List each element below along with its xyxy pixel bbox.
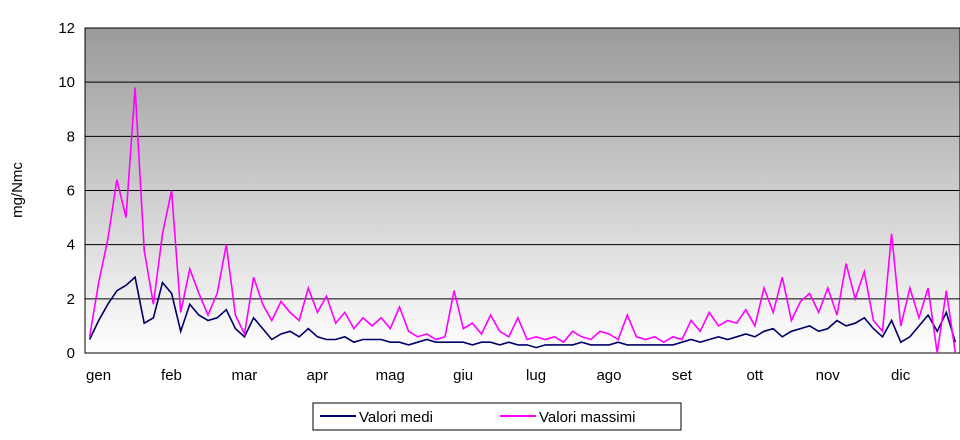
x-tick-label: ott xyxy=(746,367,764,384)
x-tick-label: mag xyxy=(376,367,405,384)
y-tick-label: 2 xyxy=(67,291,75,308)
legend-label: Valori medi xyxy=(359,409,433,426)
y-tick-label: 12 xyxy=(58,20,75,37)
x-tick-label: giu xyxy=(453,367,473,384)
y-axis-label: mg/Nmc xyxy=(9,162,26,218)
x-tick-label: set xyxy=(672,367,693,384)
x-tick-label: dic xyxy=(891,367,911,384)
y-tick-label: 10 xyxy=(58,74,75,91)
y-tick-label: 0 xyxy=(67,345,75,362)
x-tick-label: mar xyxy=(231,367,257,384)
legend xyxy=(312,402,682,431)
x-tick-label: nov xyxy=(816,367,841,384)
x-tick-label: ago xyxy=(596,367,621,384)
y-tick-label: 4 xyxy=(67,237,75,254)
x-tick-label: apr xyxy=(306,367,328,384)
y-tick-label: 8 xyxy=(67,128,75,145)
x-tick-label: feb xyxy=(161,367,182,384)
x-tick-label: gen xyxy=(86,367,111,384)
legend-label: Valori massimi xyxy=(539,409,635,426)
y-tick-label: 6 xyxy=(67,183,75,200)
series-line xyxy=(88,275,957,349)
series-line xyxy=(88,87,957,354)
x-tick-label: lug xyxy=(526,367,546,384)
